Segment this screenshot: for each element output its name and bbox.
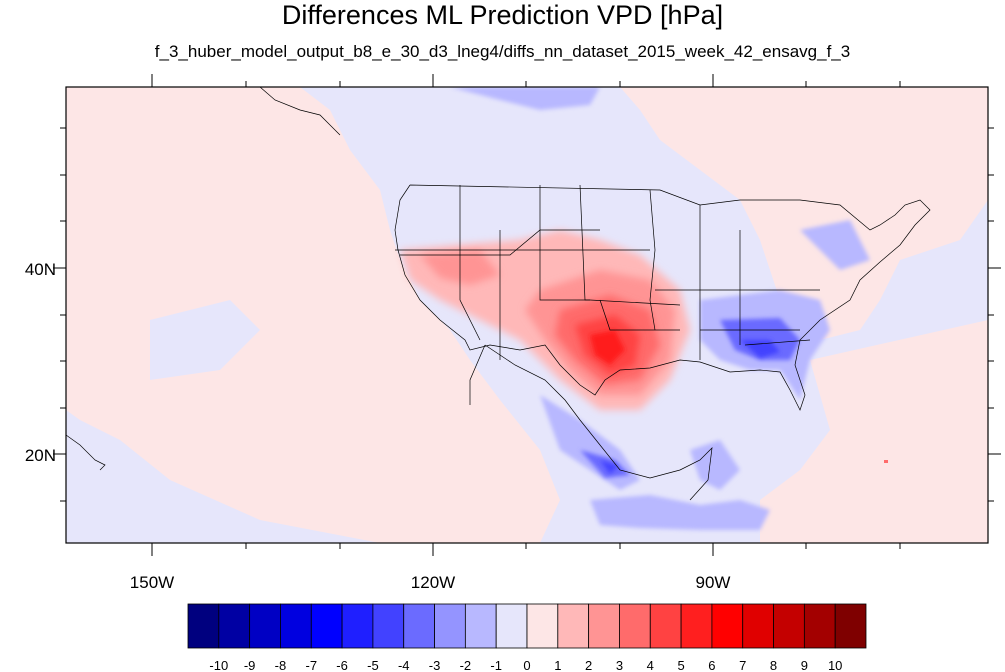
colorbar-box [557, 603, 590, 649]
colorbar-box [588, 603, 620, 649]
colorbar-label: 7 [739, 658, 746, 672]
colorbar-label: -1 [490, 658, 502, 672]
colorbar-box [280, 603, 312, 649]
colorbar-label: 0 [523, 658, 530, 672]
colorbar-label: -7 [305, 658, 317, 672]
map-title: Differences ML Prediction VPD [hPa] [281, 0, 724, 30]
colorbar [187, 603, 867, 649]
colorbar-label: -5 [367, 658, 379, 672]
colorbar-label: 2 [585, 658, 592, 672]
colorbar-label: -6 [336, 658, 348, 672]
colorbar-label: 3 [616, 658, 623, 672]
lat-label-20n: 20N [25, 446, 56, 465]
colorbar-label: 6 [708, 658, 715, 672]
colorbar-box [310, 603, 343, 649]
colorbar-label: 4 [647, 658, 654, 672]
axis-ticks [53, 74, 1001, 556]
colorbar-box [187, 603, 220, 649]
colorbar-label: 8 [770, 658, 777, 672]
colorbar-box [249, 603, 281, 649]
lon-label-150w: 150W [130, 573, 174, 592]
colorbar-label: 9 [801, 658, 808, 672]
colorbar-box [742, 603, 774, 649]
colorbar-label: 5 [677, 658, 684, 672]
colorbar-box [341, 603, 374, 649]
colorbar-label: -2 [460, 658, 472, 672]
colorbar-box [464, 603, 497, 649]
colorbar-box [434, 603, 466, 649]
colorbar-box [372, 603, 405, 649]
colorbar-box [834, 603, 867, 649]
colorbar-label: 10 [828, 658, 842, 672]
lon-label-90w: 90W [696, 573, 731, 592]
colorbar-box [619, 603, 651, 649]
colorbar-box [803, 603, 836, 649]
colorbar-box [495, 603, 528, 649]
map-subtitle: f_3_huber_model_output_b8_e_30_d3_lneg4/… [154, 42, 851, 61]
colorbar-box [773, 603, 805, 649]
colorbar-label: -8 [275, 658, 287, 672]
colorbar-box [403, 603, 435, 649]
colorbar-label: -9 [244, 658, 256, 672]
lon-label-120w: 120W [411, 573, 455, 592]
colorbar-labels: -10 -9 -8 -7 -6 -5 -4 -3 -2 -1 0 1 2 3 4 5 6 7 8 9 10 [209, 658, 842, 672]
colorbar-label: -3 [429, 658, 441, 672]
contour-field [66, 87, 988, 543]
colorbar-box [711, 603, 744, 649]
lat-label-40n: 40N [25, 260, 56, 279]
colorbar-box [218, 603, 251, 649]
colorbar-box [680, 603, 713, 649]
colorbar-label: 1 [554, 658, 561, 672]
colorbar-label: -4 [398, 658, 410, 672]
colorbar-box [526, 603, 559, 649]
coastlines [66, 87, 931, 501]
colorbar-box [649, 603, 682, 649]
colorbar-label: -10 [209, 658, 228, 672]
